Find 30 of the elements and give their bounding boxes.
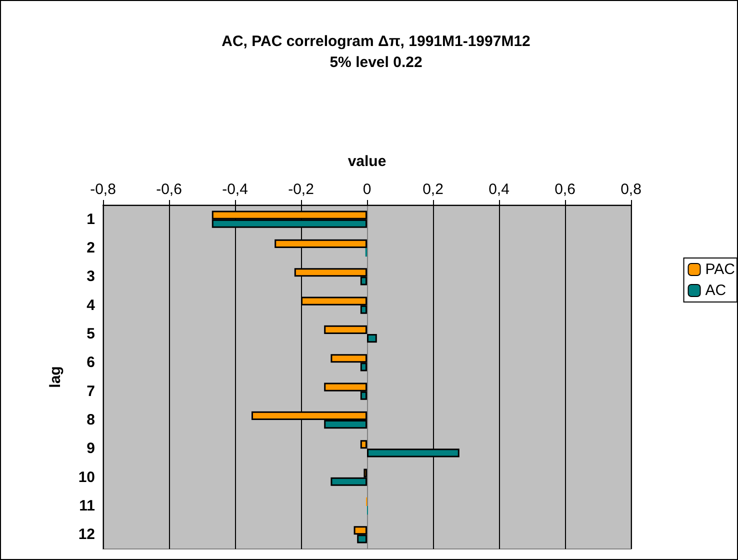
legend-label: PAC [705, 261, 736, 278]
y-tick-label: 3 [86, 268, 95, 286]
x-tick-label: 0,6 [554, 181, 576, 198]
chart-title: AC, PAC correlogram Δπ, 1991M1-1997M12 [222, 33, 530, 50]
x-tick-label: 0 [362, 181, 372, 198]
y-tick-label: 6 [86, 354, 95, 372]
y-tick-label: 10 [78, 468, 95, 486]
legend-label: AC [705, 282, 726, 299]
y-tick-label: 5 [86, 326, 95, 342]
bar [367, 334, 377, 343]
y-tick-label: 2 [86, 240, 95, 256]
bar [360, 440, 367, 449]
y-axis-title: lag [47, 366, 64, 388]
x-tick-label: 0,4 [488, 181, 510, 198]
y-tick-label: 7 [86, 382, 95, 400]
bar [324, 325, 367, 334]
y-tick-label: 11 [79, 498, 95, 514]
x-tick-label: -0,4 [222, 181, 248, 198]
y-tick-label: 8 [86, 412, 95, 428]
y-tick-label: 12 [78, 526, 95, 544]
y-tick-label: 1 [86, 210, 95, 228]
x-axis-title: value [348, 153, 386, 170]
x-tick-label: -0,2 [288, 181, 314, 198]
x-tick-label: -0,8 [90, 181, 116, 198]
y-tick-label: 4 [86, 296, 96, 314]
x-tick-label: 0,2 [422, 181, 444, 198]
y-tick-label: 9 [86, 440, 95, 458]
chart-subtitle: 5% level 0.22 [330, 54, 422, 71]
x-tick-label: -0,6 [156, 181, 182, 198]
x-tick-label: 0,8 [620, 181, 642, 198]
